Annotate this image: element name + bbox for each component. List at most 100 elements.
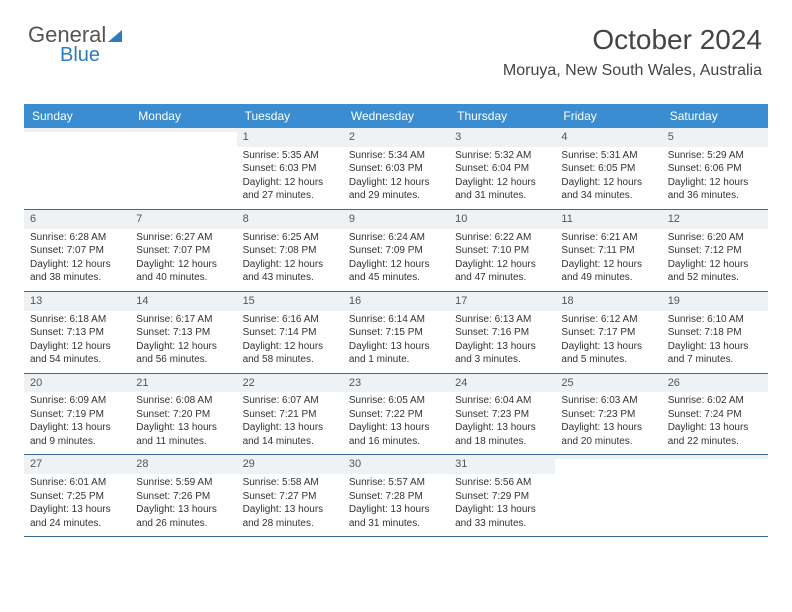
day-cell (662, 455, 768, 536)
day-cell: 13Sunrise: 6:18 AMSunset: 7:13 PMDayligh… (24, 292, 130, 373)
week-row: 1Sunrise: 5:35 AMSunset: 6:03 PMDaylight… (24, 128, 768, 210)
sunset-text: Sunset: 6:03 PM (349, 162, 443, 176)
sunset-text: Sunset: 7:11 PM (561, 244, 655, 258)
day-number: 22 (237, 374, 343, 393)
day-cell: 4Sunrise: 5:31 AMSunset: 6:05 PMDaylight… (555, 128, 661, 209)
day-number: 7 (130, 210, 236, 229)
daylight-text: Daylight: 12 hours and 40 minutes. (136, 258, 230, 285)
daylight-text: Daylight: 12 hours and 38 minutes. (30, 258, 124, 285)
daylight-text: Daylight: 12 hours and 29 minutes. (349, 176, 443, 203)
day-number: 21 (130, 374, 236, 393)
day-number: 28 (130, 455, 236, 474)
sunset-text: Sunset: 7:13 PM (136, 326, 230, 340)
day-number: 2 (343, 128, 449, 147)
page-header: October 2024 Moruya, New South Wales, Au… (503, 24, 762, 80)
day-number: 19 (662, 292, 768, 311)
sunset-text: Sunset: 7:25 PM (30, 490, 124, 504)
day-number: 31 (449, 455, 555, 474)
day-cell: 12Sunrise: 6:20 AMSunset: 7:12 PMDayligh… (662, 210, 768, 291)
sunrise-text: Sunrise: 6:18 AM (30, 313, 124, 327)
day-number: 3 (449, 128, 555, 147)
sunset-text: Sunset: 7:07 PM (30, 244, 124, 258)
day-cell: 28Sunrise: 5:59 AMSunset: 7:26 PMDayligh… (130, 455, 236, 536)
daylight-text: Daylight: 13 hours and 18 minutes. (455, 421, 549, 448)
daylight-text: Daylight: 13 hours and 11 minutes. (136, 421, 230, 448)
sunset-text: Sunset: 7:20 PM (136, 408, 230, 422)
sunrise-text: Sunrise: 6:28 AM (30, 231, 124, 245)
daylight-text: Daylight: 13 hours and 26 minutes. (136, 503, 230, 530)
day-cell: 29Sunrise: 5:58 AMSunset: 7:27 PMDayligh… (237, 455, 343, 536)
day-number (24, 128, 130, 132)
day-cell: 15Sunrise: 6:16 AMSunset: 7:14 PMDayligh… (237, 292, 343, 373)
daylight-text: Daylight: 12 hours and 27 minutes. (243, 176, 337, 203)
sunrise-text: Sunrise: 6:22 AM (455, 231, 549, 245)
day-number: 8 (237, 210, 343, 229)
day-cell (555, 455, 661, 536)
day-cell: 6Sunrise: 6:28 AMSunset: 7:07 PMDaylight… (24, 210, 130, 291)
day-cell: 9Sunrise: 6:24 AMSunset: 7:09 PMDaylight… (343, 210, 449, 291)
day-cell: 5Sunrise: 5:29 AMSunset: 6:06 PMDaylight… (662, 128, 768, 209)
day-number: 24 (449, 374, 555, 393)
sunrise-text: Sunrise: 6:04 AM (455, 394, 549, 408)
week-row: 6Sunrise: 6:28 AMSunset: 7:07 PMDaylight… (24, 210, 768, 292)
daylight-text: Daylight: 12 hours and 47 minutes. (455, 258, 549, 285)
day-cell: 19Sunrise: 6:10 AMSunset: 7:18 PMDayligh… (662, 292, 768, 373)
day-cell: 22Sunrise: 6:07 AMSunset: 7:21 PMDayligh… (237, 374, 343, 455)
day-cell: 16Sunrise: 6:14 AMSunset: 7:15 PMDayligh… (343, 292, 449, 373)
sunrise-text: Sunrise: 5:35 AM (243, 149, 337, 163)
day-cell: 17Sunrise: 6:13 AMSunset: 7:16 PMDayligh… (449, 292, 555, 373)
sunrise-text: Sunrise: 6:27 AM (136, 231, 230, 245)
day-number: 12 (662, 210, 768, 229)
daylight-text: Daylight: 12 hours and 54 minutes. (30, 340, 124, 367)
day-header: Wednesday (343, 104, 449, 128)
day-cell: 11Sunrise: 6:21 AMSunset: 7:11 PMDayligh… (555, 210, 661, 291)
sunset-text: Sunset: 7:24 PM (668, 408, 762, 422)
sunset-text: Sunset: 7:22 PM (349, 408, 443, 422)
sunrise-text: Sunrise: 6:05 AM (349, 394, 443, 408)
sunset-text: Sunset: 7:18 PM (668, 326, 762, 340)
sunrise-text: Sunrise: 6:03 AM (561, 394, 655, 408)
day-number: 30 (343, 455, 449, 474)
day-number: 15 (237, 292, 343, 311)
logo-text-2: Blue (60, 44, 122, 67)
day-cell: 3Sunrise: 5:32 AMSunset: 6:04 PMDaylight… (449, 128, 555, 209)
daylight-text: Daylight: 13 hours and 7 minutes. (668, 340, 762, 367)
day-number: 11 (555, 210, 661, 229)
sunrise-text: Sunrise: 5:34 AM (349, 149, 443, 163)
calendar: Sunday Monday Tuesday Wednesday Thursday… (24, 104, 768, 537)
day-number (662, 455, 768, 459)
day-number: 17 (449, 292, 555, 311)
day-number (130, 128, 236, 132)
sunset-text: Sunset: 7:29 PM (455, 490, 549, 504)
day-cell: 21Sunrise: 6:08 AMSunset: 7:20 PMDayligh… (130, 374, 236, 455)
daylight-text: Daylight: 12 hours and 45 minutes. (349, 258, 443, 285)
page-subtitle: Moruya, New South Wales, Australia (503, 62, 762, 80)
sunrise-text: Sunrise: 6:07 AM (243, 394, 337, 408)
day-cell: 24Sunrise: 6:04 AMSunset: 7:23 PMDayligh… (449, 374, 555, 455)
daylight-text: Daylight: 13 hours and 16 minutes. (349, 421, 443, 448)
sunrise-text: Sunrise: 6:13 AM (455, 313, 549, 327)
daylight-text: Daylight: 12 hours and 31 minutes. (455, 176, 549, 203)
daylight-text: Daylight: 13 hours and 14 minutes. (243, 421, 337, 448)
day-header: Sunday (24, 104, 130, 128)
daylight-text: Daylight: 13 hours and 20 minutes. (561, 421, 655, 448)
day-number: 26 (662, 374, 768, 393)
sunrise-text: Sunrise: 6:08 AM (136, 394, 230, 408)
daylight-text: Daylight: 13 hours and 24 minutes. (30, 503, 124, 530)
sunrise-text: Sunrise: 5:58 AM (243, 476, 337, 490)
sunrise-text: Sunrise: 6:17 AM (136, 313, 230, 327)
day-cell: 14Sunrise: 6:17 AMSunset: 7:13 PMDayligh… (130, 292, 236, 373)
daylight-text: Daylight: 13 hours and 22 minutes. (668, 421, 762, 448)
sunset-text: Sunset: 7:23 PM (455, 408, 549, 422)
day-cell (24, 128, 130, 209)
sunset-text: Sunset: 7:19 PM (30, 408, 124, 422)
sunset-text: Sunset: 6:06 PM (668, 162, 762, 176)
day-cell: 20Sunrise: 6:09 AMSunset: 7:19 PMDayligh… (24, 374, 130, 455)
sunset-text: Sunset: 6:04 PM (455, 162, 549, 176)
sunrise-text: Sunrise: 5:56 AM (455, 476, 549, 490)
day-header: Thursday (449, 104, 555, 128)
day-cell: 30Sunrise: 5:57 AMSunset: 7:28 PMDayligh… (343, 455, 449, 536)
sunrise-text: Sunrise: 6:14 AM (349, 313, 443, 327)
sunset-text: Sunset: 7:07 PM (136, 244, 230, 258)
daylight-text: Daylight: 13 hours and 9 minutes. (30, 421, 124, 448)
